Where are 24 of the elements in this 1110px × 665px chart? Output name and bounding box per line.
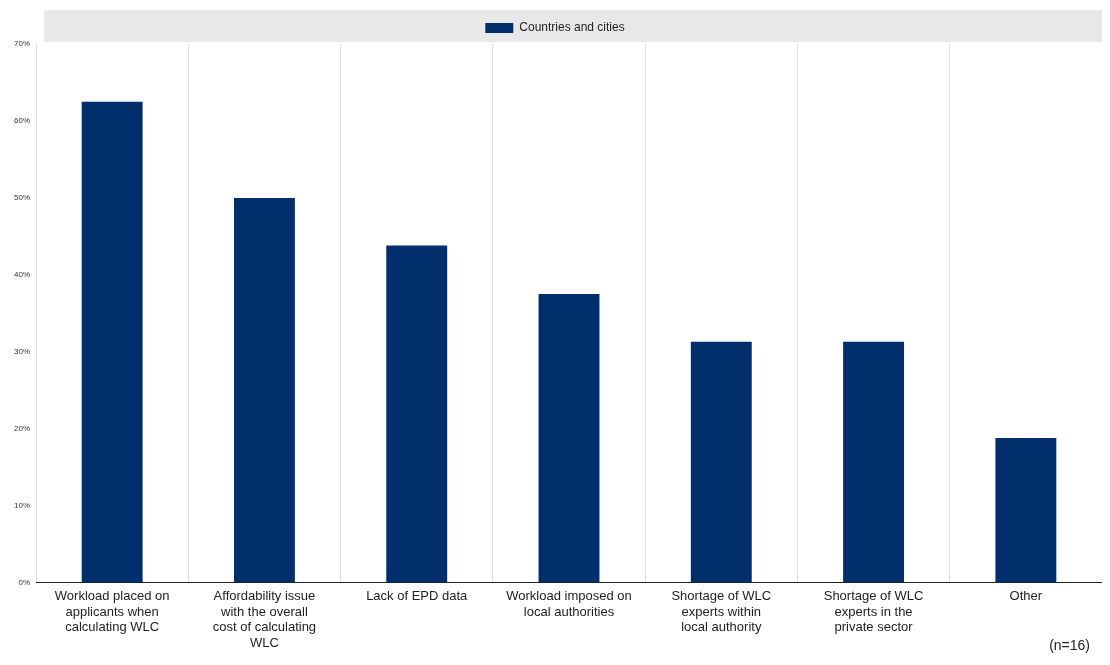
y-tick-label: 20% xyxy=(14,423,31,433)
x-tick-label: Workload imposed on local authorities xyxy=(506,587,632,619)
bar xyxy=(690,341,752,583)
legend-label: Countries and cities xyxy=(519,20,625,35)
bar xyxy=(538,294,600,583)
bar xyxy=(81,101,143,583)
x-tick-label: Other xyxy=(1009,587,1043,603)
y-tick-label: 60% xyxy=(14,116,31,126)
text: (n=16) xyxy=(1049,636,1090,653)
y-tick-label: 30% xyxy=(14,346,31,356)
x-tick-label: Shortage of WLC experts within local authority xyxy=(671,587,772,635)
x-tick-label: Workload placed on applicants when calculating WLC xyxy=(54,587,170,635)
y-tick-label: 10% xyxy=(14,500,31,510)
bar xyxy=(386,245,448,583)
y-tick-label: 40% xyxy=(14,270,31,280)
x-tick-label: Affordability issue with the overall cost of calculating WLC xyxy=(212,587,317,650)
bar xyxy=(843,341,905,583)
x-tick-label: Lack of EPD data xyxy=(366,587,469,603)
bar xyxy=(995,437,1057,583)
y-tick-label: 0% xyxy=(18,577,31,587)
x-tick-label: Shortage of WLC experts in the private sector xyxy=(823,587,924,635)
y-tick-label: 70% xyxy=(14,39,31,49)
bar xyxy=(233,197,295,583)
y-tick-label: 50% xyxy=(14,193,31,203)
